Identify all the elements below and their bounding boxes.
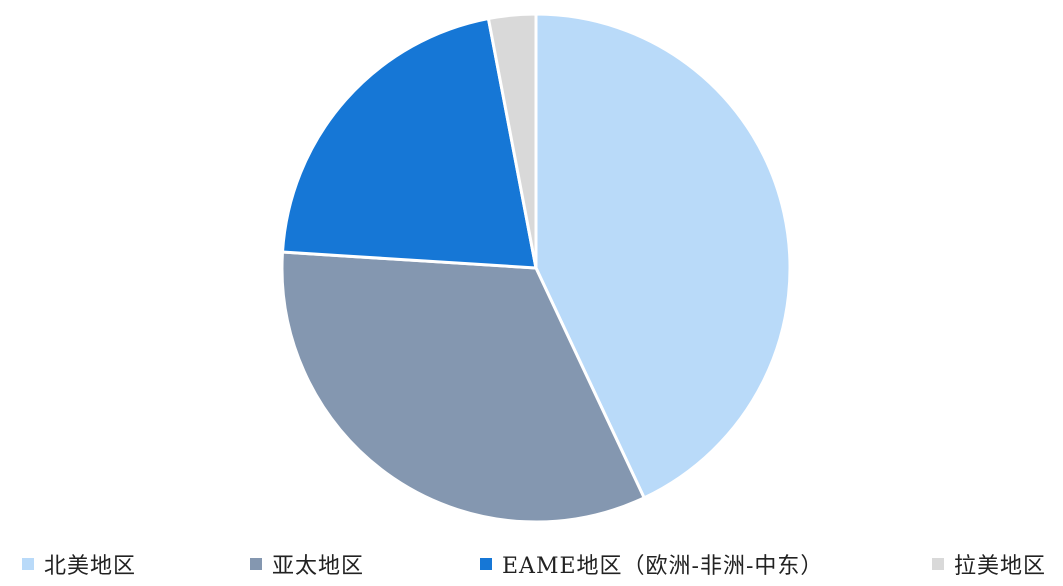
legend-item-latin-america: 拉美地区	[932, 548, 1046, 580]
legend-swatch-asia-pacific	[250, 558, 262, 570]
legend-swatch-north-america	[22, 558, 34, 570]
legend-label-north-america: 北美地区	[44, 548, 136, 580]
legend-item-north-america: 北美地区	[22, 548, 136, 580]
legend-label-asia-pacific: 亚太地区	[272, 548, 364, 580]
legend-item-asia-pacific: 亚太地区	[250, 548, 364, 580]
legend-swatch-latin-america	[932, 558, 944, 570]
legend: 北美地区 亚太地区 EAME地区（欧洲-非洲-中东） 拉美地区	[0, 548, 1063, 580]
pie-slices	[282, 14, 790, 522]
legend-label-eame: EAME地区（欧洲-非洲-中东）	[502, 548, 823, 580]
legend-item-eame: EAME地区（欧洲-非洲-中东）	[480, 548, 823, 580]
legend-swatch-eame	[480, 558, 492, 570]
legend-label-latin-america: 拉美地区	[954, 548, 1046, 580]
